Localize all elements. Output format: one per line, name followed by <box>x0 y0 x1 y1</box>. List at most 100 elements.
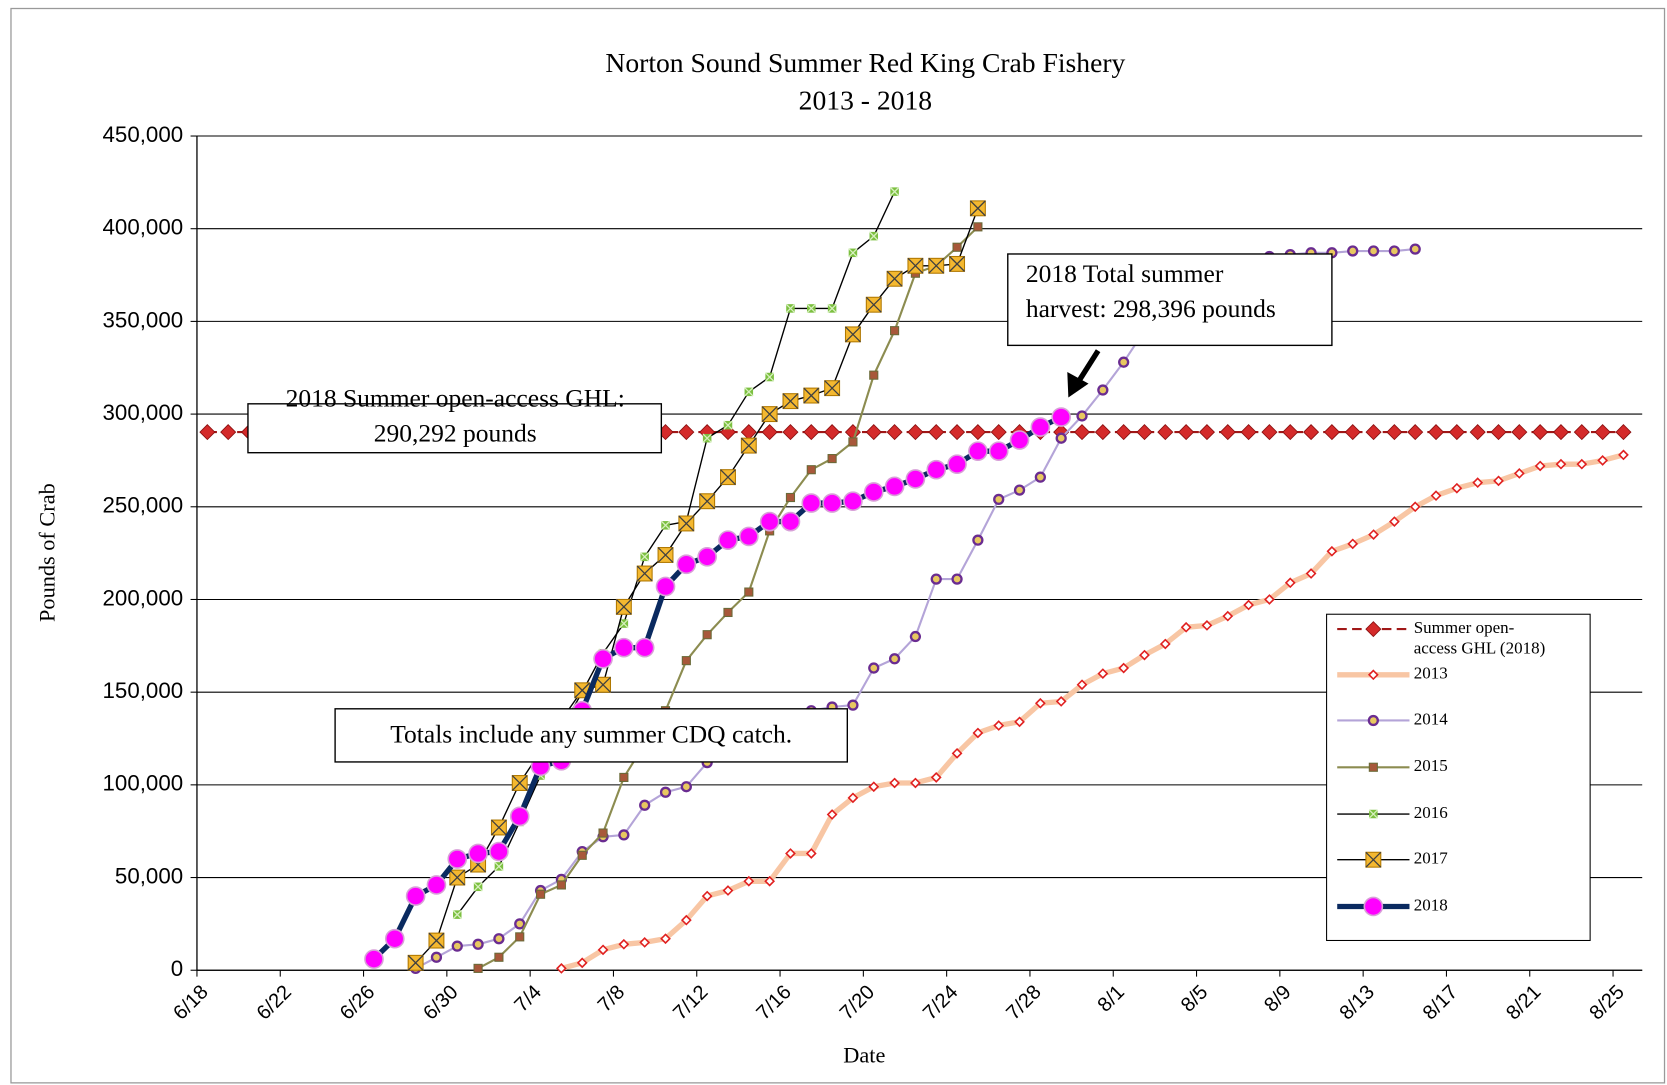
data-point <box>722 885 734 896</box>
data-point <box>969 424 986 441</box>
data-point <box>1555 458 1567 470</box>
data-point-part <box>826 809 838 820</box>
data-point <box>452 909 462 920</box>
data-point <box>847 699 859 711</box>
data-point-part <box>494 861 504 872</box>
data-point <box>909 630 922 643</box>
data-point-part <box>761 424 778 441</box>
data-point-part <box>556 962 567 974</box>
data-point-part <box>803 387 820 404</box>
data-point-part <box>1014 716 1025 728</box>
data-point-part <box>764 875 776 887</box>
data-point <box>615 598 632 615</box>
data-point <box>701 890 713 902</box>
data-point <box>1157 424 1174 441</box>
data-point <box>1532 424 1549 441</box>
data-point <box>785 492 796 503</box>
legend-entry: 2016 <box>1337 803 1448 822</box>
data-point <box>1097 384 1109 396</box>
data-point-part <box>910 777 921 789</box>
data-point-part <box>1368 529 1379 540</box>
y-tick-label: 200,000 <box>103 585 184 610</box>
data-point <box>1097 668 1109 680</box>
data-point <box>659 786 672 798</box>
data-point <box>1030 417 1051 437</box>
annotation-arrowhead <box>1067 371 1089 398</box>
data-point <box>827 454 837 464</box>
data-point-part <box>785 492 796 503</box>
legend-swatch-marker <box>1367 669 1379 681</box>
data-point <box>494 952 504 962</box>
data-point <box>1409 501 1421 513</box>
data-point-part <box>782 393 799 410</box>
data-point-part <box>639 937 651 948</box>
data-point-part <box>1597 455 1609 466</box>
data-point <box>1284 577 1296 589</box>
data-point-part <box>634 637 655 658</box>
data-point <box>1243 599 1254 611</box>
data-point-part <box>972 727 984 739</box>
data-point <box>1490 424 1507 441</box>
data-point-part <box>598 828 608 838</box>
data-point <box>681 656 691 666</box>
data-point-part <box>723 607 733 618</box>
data-point-part <box>1222 610 1234 622</box>
data-point <box>803 424 820 441</box>
legend-swatch-marker-part <box>1365 621 1382 638</box>
legend-entry: 2017 <box>1337 849 1448 868</box>
data-point-part <box>1034 471 1046 483</box>
y-tick-label: 150,000 <box>103 678 184 703</box>
data-point <box>827 303 837 314</box>
data-point <box>1034 471 1046 483</box>
data-point <box>949 255 966 272</box>
data-point-part <box>744 387 754 397</box>
legend-label-line: Summer open- <box>1414 618 1515 637</box>
data-point <box>1305 568 1317 579</box>
data-point-part <box>1303 424 1320 441</box>
data-point <box>1409 243 1421 255</box>
data-point <box>1469 424 1486 441</box>
data-point-part <box>1513 468 1525 479</box>
data-point-part <box>993 493 1005 505</box>
annotation-text: Totals include any summer CDQ catch. <box>390 719 792 748</box>
data-point <box>801 493 822 513</box>
data-point <box>889 186 900 197</box>
data-point-part <box>1180 621 1192 633</box>
data-point-part <box>759 511 780 532</box>
series-line <box>415 208 979 964</box>
data-point-part <box>1030 417 1051 437</box>
data-point <box>782 424 799 441</box>
data-point-part <box>1388 245 1401 257</box>
data-point-part <box>1472 477 1484 489</box>
data-point-part <box>676 554 697 575</box>
data-point <box>1014 716 1025 728</box>
data-point-part <box>1139 649 1150 661</box>
data-point-part <box>909 630 922 643</box>
data-point-part <box>1013 484 1026 496</box>
data-point-part <box>907 257 924 274</box>
data-point <box>1055 432 1067 444</box>
data-point <box>824 380 841 397</box>
data-point-part <box>489 841 509 862</box>
data-point <box>574 682 591 699</box>
data-point <box>744 387 754 397</box>
data-point <box>1367 245 1380 257</box>
data-point-part <box>889 777 900 789</box>
data-point-part <box>678 424 695 441</box>
annotation-text: 2018 Total summer <box>1026 259 1224 288</box>
data-point <box>1594 424 1611 441</box>
data-point <box>886 270 903 287</box>
data-point <box>806 465 816 475</box>
data-point <box>509 806 530 827</box>
data-point-part <box>1264 594 1275 605</box>
data-point-part <box>364 949 384 969</box>
data-point <box>405 886 426 906</box>
data-point-part <box>1409 243 1421 255</box>
data-point-part <box>803 424 820 441</box>
data-point <box>493 933 505 945</box>
data-point-part <box>1115 424 1132 441</box>
data-point <box>847 792 859 804</box>
data-point <box>447 849 468 869</box>
legend-entry: 2014 <box>1337 709 1448 728</box>
data-point-part <box>801 493 822 513</box>
